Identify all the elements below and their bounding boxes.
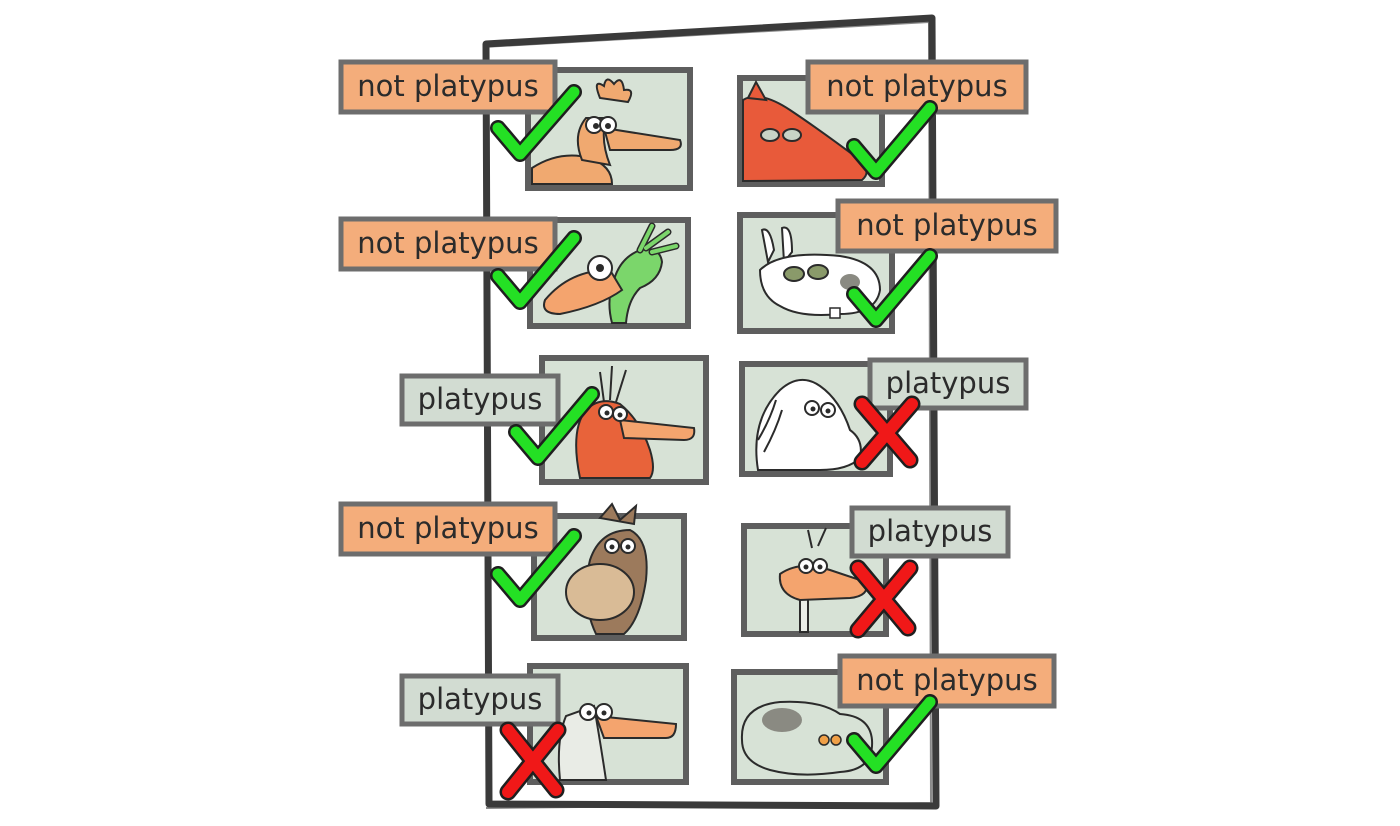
label-text-7: not platypus: [357, 511, 538, 545]
label-text-4: not platypus: [856, 208, 1037, 242]
label-tag-4: not platypus: [835, 198, 1059, 254]
label-text-2: not platypus: [826, 69, 1007, 103]
label-tag-6: platypus: [867, 357, 1029, 411]
label-tag-5: platypus: [399, 373, 561, 427]
label-text-1: not platypus: [357, 69, 538, 103]
photo-brown-moose: [531, 502, 687, 641]
photo-spotted-blob: [731, 669, 889, 785]
photo-green-bird: [527, 217, 691, 329]
check-mark-icon: [846, 694, 938, 774]
label-tag-10: not platypus: [837, 653, 1057, 709]
label-tag-1: not platypus: [338, 59, 558, 115]
label-tag-3: not platypus: [338, 216, 558, 272]
check-mark-icon: [508, 386, 600, 466]
label-text-5: platypus: [418, 382, 543, 416]
label-tag-2: not platypus: [805, 59, 1029, 115]
check-mark-icon: [490, 230, 582, 310]
check-mark-icon: [846, 100, 938, 180]
cross-mark-icon: [853, 395, 921, 471]
photo-orange-crested-bird: [525, 67, 693, 191]
check-mark-icon: [490, 528, 582, 608]
label-text-9: platypus: [418, 682, 543, 716]
cross-mark-icon: [499, 721, 567, 801]
check-mark-icon: [846, 248, 938, 328]
label-text-6: platypus: [886, 366, 1011, 400]
check-mark-icon: [490, 84, 582, 162]
label-tag-9: platypus: [399, 673, 561, 727]
label-text-3: not platypus: [357, 226, 538, 260]
label-tag-8: platypus: [849, 505, 1011, 559]
label-text-8: platypus: [868, 514, 993, 548]
label-tag-7: not platypus: [338, 501, 558, 557]
label-text-10: not platypus: [856, 663, 1037, 697]
cross-mark-icon: [849, 559, 919, 639]
